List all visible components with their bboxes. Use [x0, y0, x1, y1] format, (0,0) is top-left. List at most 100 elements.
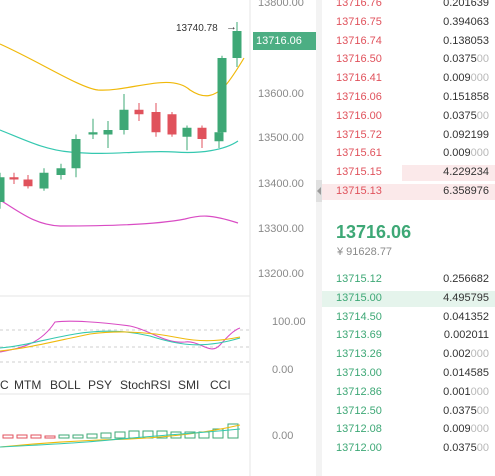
volume-bar — [227, 423, 239, 439]
bid-row[interactable]: 13713.00 0.014585 — [322, 365, 495, 383]
ask-amount: 0.151858 — [443, 91, 489, 103]
volume-bar — [30, 434, 42, 439]
price-axis-label: 13200.00 — [258, 268, 304, 280]
ask-row[interactable]: 13716.06 0.151858 — [322, 89, 495, 107]
ask-depth-bar — [402, 165, 495, 182]
high-price-marker: 13740.78 — [176, 23, 218, 34]
ask-price: 13716.06 — [336, 91, 382, 103]
ask-row[interactable]: 13715.72 0.092199 — [322, 127, 495, 145]
last-trade-price: 13716.06 — [336, 222, 412, 242]
bid-price: 13715.00 — [336, 291, 382, 304]
tab-cci[interactable]: CCI — [210, 378, 231, 392]
ask-row[interactable]: 13716.76 0.201639 — [322, 0, 495, 13]
bid-amount: 0.001000 — [443, 385, 489, 398]
bid-row[interactable]: 13713.69 0.002011 — [322, 327, 495, 345]
bid-amount: 0.037500 — [443, 404, 489, 417]
tab-boll[interactable]: BOLL — [50, 378, 81, 392]
volume-bar — [114, 431, 126, 439]
bid-amount: 4.495795 — [443, 291, 489, 304]
volume-bar — [72, 434, 84, 439]
volume-bar — [2, 434, 14, 439]
ask-amount: 0.009000 — [443, 72, 489, 85]
bid-amount: 0.014585 — [443, 367, 489, 379]
bid-price: 13713.26 — [336, 348, 382, 361]
candle-down — [151, 112, 161, 133]
bid-amount: 0.037500 — [443, 442, 489, 455]
candle-up — [71, 139, 81, 169]
indicator-tabs: C MTM BOLL PSY StochRSI SMI CCI — [0, 378, 250, 394]
ask-price: 13716.74 — [336, 34, 382, 47]
arrow-right-icon: → — [226, 21, 237, 33]
ask-amount: 4.229234 — [443, 166, 489, 179]
bid-row[interactable]: 13712.86 0.001000 — [322, 384, 495, 402]
bid-price: 13713.69 — [336, 329, 382, 342]
bid-amount: 0.002011 — [443, 329, 489, 342]
ma-pink-line — [0, 199, 239, 227]
candle-up — [88, 132, 98, 135]
ask-row[interactable]: 13715.61 0.009000 — [322, 145, 495, 163]
candle-up — [217, 58, 227, 133]
candle-up — [39, 172, 49, 189]
volume-ma-line — [0, 424, 241, 448]
candle-up — [56, 168, 66, 175]
bid-row[interactable]: 13714.50 0.041352 — [322, 309, 495, 327]
ask-row[interactable]: 13716.50 0.037500 — [322, 51, 495, 69]
ask-price: 13715.61 — [336, 147, 382, 160]
kline-chart[interactable]: 13800.00 13600.00 13500.00 13400.00 1330… — [0, 0, 318, 476]
candle-up — [0, 177, 5, 202]
volume-axis-label: 0.00 — [272, 430, 294, 442]
bid-row[interactable]: 13713.26 0.002000 — [322, 346, 495, 364]
ask-price: 13715.72 — [336, 128, 382, 141]
ask-amount: 0.394063 — [443, 15, 489, 28]
tab-indicator[interactable]: C — [0, 378, 9, 392]
bid-amount: 0.002000 — [443, 348, 489, 361]
candle-down — [167, 114, 177, 135]
ask-row[interactable]: 13716.00 0.037500 — [322, 108, 495, 126]
candle-up — [103, 130, 113, 135]
panel-splitter[interactable] — [316, 0, 322, 476]
ask-price: 13716.75 — [336, 15, 382, 28]
ask-row[interactable]: 13715.15 4.229234 — [322, 164, 495, 182]
bid-price: 13714.50 — [336, 310, 382, 323]
candle-up — [214, 132, 224, 142]
ask-row[interactable]: 13715.13 6.358976 — [322, 183, 495, 201]
tab-psy[interactable]: PSY — [88, 378, 113, 392]
ask-amount: 0.037500 — [443, 109, 489, 122]
bid-price: 13712.86 — [336, 385, 382, 398]
bid-row[interactable]: 13715.00 4.495795 — [322, 290, 495, 308]
bid-row[interactable]: 13712.50 0.037500 — [322, 403, 495, 421]
ask-price: 13716.41 — [336, 72, 382, 85]
ask-row[interactable]: 13716.75 0.394063 — [322, 14, 495, 32]
ask-row[interactable]: 13716.41 0.009000 — [322, 70, 495, 88]
candle-up — [119, 109, 129, 130]
indicator-yellow-line — [0, 331, 241, 352]
volume-bar — [58, 434, 70, 439]
ask-amount: 0.201639 — [443, 0, 489, 9]
chart-canvas[interactable] — [0, 0, 318, 476]
ask-amount: 0.009000 — [443, 147, 489, 160]
ask-price: 13716.50 — [336, 53, 382, 66]
tab-smi[interactable]: SMI — [178, 378, 200, 392]
bid-price: 13713.00 — [336, 367, 382, 379]
bid-price: 13712.50 — [336, 404, 382, 417]
bid-row[interactable]: 13712.08 0.009000 — [322, 421, 495, 439]
tab-stochrsi[interactable]: StochRSI — [120, 378, 171, 392]
bid-row[interactable]: 13715.12 0.256682 — [322, 271, 495, 289]
price-axis-label: 13500.00 — [258, 132, 304, 144]
volume-bar — [86, 433, 98, 439]
candle-down — [23, 179, 33, 187]
indicator-axis-label: 100.00 — [272, 316, 306, 328]
volume-bar — [184, 431, 196, 439]
collapse-handle-icon[interactable] — [316, 180, 322, 202]
bid-row[interactable]: 13712.00 0.037500 — [322, 440, 495, 458]
ma-yellow-line — [0, 43, 245, 97]
tab-mtm[interactable]: MTM — [14, 378, 42, 392]
ask-price: 13715.13 — [336, 185, 382, 197]
indicator-teal-line — [0, 330, 241, 349]
ask-amount: 0.092199 — [443, 128, 489, 141]
ask-row[interactable]: 13716.74 0.138053 — [322, 33, 495, 51]
order-book: 13716.76 0.201639 13716.75 0.394063 13716.74… — [322, 0, 495, 476]
indicator-axis-label: 0.00 — [272, 364, 294, 376]
candle-up — [182, 127, 192, 137]
volume-bar — [16, 434, 28, 439]
